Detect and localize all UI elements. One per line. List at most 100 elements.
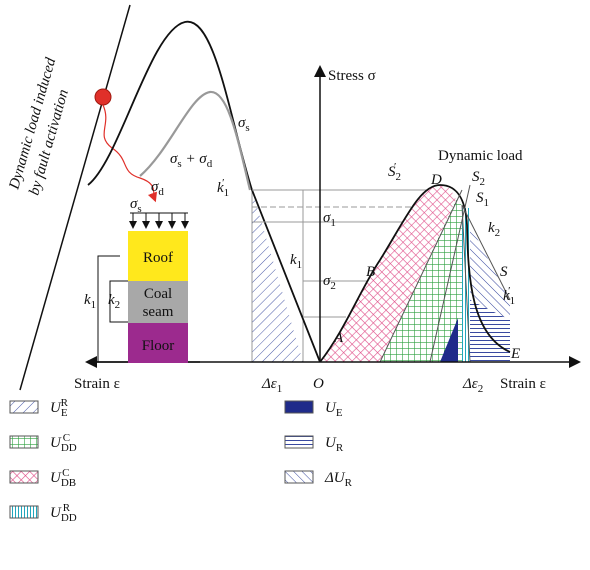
label-sub: 1 xyxy=(277,383,283,395)
region-udb xyxy=(320,185,456,362)
label-text: U xyxy=(325,400,337,416)
label-text: S xyxy=(476,190,484,206)
label-sub: DD xyxy=(61,512,77,524)
label-text: k xyxy=(217,180,224,196)
label: D xyxy=(430,172,442,188)
legend-label: UDDC xyxy=(50,432,77,454)
block-label: seam xyxy=(143,304,174,320)
label-sub: 2 xyxy=(115,299,121,311)
label-text: k xyxy=(108,292,115,308)
label-text: σ xyxy=(323,273,331,289)
legend-swatch xyxy=(284,400,314,414)
legend-label: ΔUR xyxy=(324,470,353,489)
label-sub: 1 xyxy=(297,259,303,271)
legend-label: UE xyxy=(325,400,343,419)
floor xyxy=(128,323,188,363)
legend-label: UER xyxy=(50,397,69,419)
label: S1 xyxy=(476,190,489,209)
label-text: σ xyxy=(323,210,331,226)
label-sub: 2 xyxy=(330,280,336,292)
curve xyxy=(319,184,511,363)
label-sub: 2 xyxy=(480,176,486,188)
hatch-left xyxy=(252,190,303,362)
label-text: k xyxy=(503,288,510,304)
label-text: σ xyxy=(170,151,178,167)
label-text: σ xyxy=(130,196,138,212)
label: S xyxy=(500,264,508,280)
label: k1′ xyxy=(217,177,229,199)
label-sub: DD xyxy=(61,442,77,454)
region-ue xyxy=(440,318,458,362)
line-k1 xyxy=(461,204,511,301)
label: Δε1 xyxy=(261,376,282,395)
legend-label: UDBC xyxy=(50,467,76,489)
label-sub: R xyxy=(336,442,344,454)
label-sub: R xyxy=(345,477,353,489)
legend-swatch xyxy=(284,470,314,484)
label-text: D xyxy=(430,172,442,188)
legend-swatch xyxy=(9,470,39,484)
legend-swatch xyxy=(9,435,39,449)
label: k1′ xyxy=(503,285,515,307)
label-sub: d xyxy=(158,186,164,198)
label-sub: d xyxy=(207,158,213,170)
label: A xyxy=(333,330,344,346)
label-sub: 2 xyxy=(396,171,402,183)
line-s2 xyxy=(429,184,471,363)
label-sup: ′ xyxy=(508,285,510,297)
label-text: U xyxy=(50,505,62,521)
label-sub: E xyxy=(336,407,343,419)
curve xyxy=(139,90,252,191)
coal-seam xyxy=(128,281,188,323)
label: σd xyxy=(151,179,164,198)
label-text: U xyxy=(50,470,62,486)
block-label: Roof xyxy=(143,250,173,266)
axis-label: Stress σ xyxy=(328,68,376,84)
label: σs xyxy=(238,115,250,134)
label-sub: DB xyxy=(61,477,76,489)
label-text: U xyxy=(325,435,337,451)
label: σs + σd xyxy=(170,151,213,170)
line-k2 xyxy=(461,204,471,363)
legend-swatch xyxy=(9,400,39,414)
label-sub: E xyxy=(61,407,68,419)
legend-swatch xyxy=(284,435,314,449)
label-sub: s xyxy=(245,122,249,134)
label: σ1 xyxy=(323,210,336,229)
region-udd xyxy=(380,200,462,362)
label-text: k xyxy=(84,292,91,308)
label-sub: 1 xyxy=(91,299,97,311)
label-text: σ xyxy=(151,179,159,195)
roof xyxy=(128,231,188,281)
label-sup: C xyxy=(63,432,70,444)
label: E xyxy=(510,346,520,362)
label-text: σ xyxy=(238,115,246,131)
label-sup: C xyxy=(62,467,69,479)
label-sub: 2 xyxy=(495,227,501,239)
label: σs xyxy=(130,196,142,215)
label: O xyxy=(313,376,324,392)
label-text: k xyxy=(290,252,297,268)
region-dur xyxy=(470,225,510,320)
label-sub: 2 xyxy=(478,383,484,395)
label-text: S xyxy=(388,164,396,180)
label: B xyxy=(366,264,375,280)
load-arrows xyxy=(129,213,189,229)
label-sub: 1 xyxy=(510,295,516,307)
label-sup: R xyxy=(61,397,69,409)
block-label: Coal xyxy=(144,286,172,302)
label-sub: s xyxy=(177,158,181,170)
label-text: A xyxy=(333,330,344,346)
fault-line xyxy=(19,4,131,391)
label-sub: 1 xyxy=(484,197,490,209)
label-text: S xyxy=(500,264,508,280)
label-text: + σ xyxy=(182,151,208,167)
line-s1 xyxy=(379,189,463,363)
label-text: Δε xyxy=(261,376,277,392)
label-sup: R xyxy=(63,502,71,514)
wave xyxy=(102,104,157,203)
label: S2′ xyxy=(388,161,401,183)
